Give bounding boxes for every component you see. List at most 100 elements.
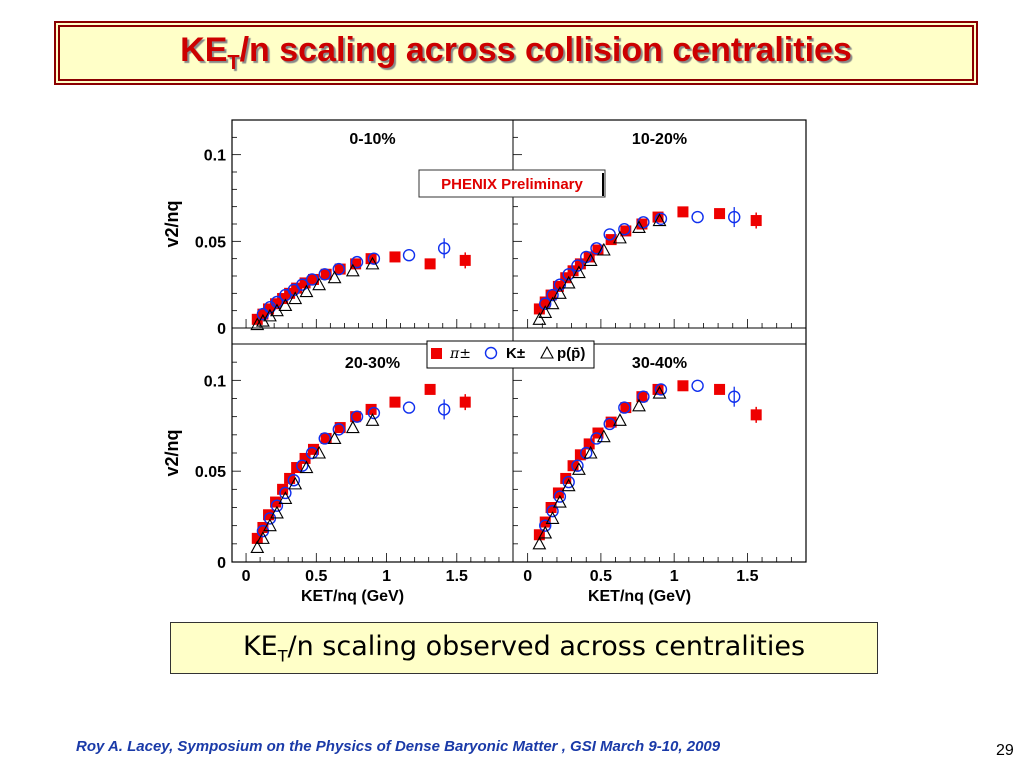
pion-point [714, 383, 726, 395]
legend-kaon-label: K± [506, 345, 525, 362]
slide-title-box: KET/n scaling across collision centralit… [58, 25, 974, 81]
x-tick-label: 0.5 [590, 568, 612, 585]
proton-point [327, 431, 342, 445]
proton-point [538, 305, 553, 318]
y-tick-label: 0.05 [195, 234, 226, 251]
pion-point [320, 432, 332, 444]
x-tick-label: 0 [523, 568, 532, 585]
proton-point [632, 220, 646, 234]
kaon-point [654, 383, 668, 396]
pion-point [714, 208, 726, 220]
kaon-point [728, 390, 741, 403]
panel-label: 0-10% [349, 131, 395, 148]
caption-subscript: T [277, 646, 288, 666]
kaon-point [256, 307, 270, 321]
proton-point [596, 242, 611, 256]
proton-point [299, 460, 314, 474]
proton-point [250, 317, 265, 331]
kaon-point [332, 262, 345, 276]
pion-point [560, 472, 572, 484]
v2-scaling-chart: 0 0.05 0.1 v2/nq 0 0.05 0.1 v2/nq 0 0.5 1 1.5 KET/nq… [162, 119, 807, 605]
x-axis-title: KET/nq (GeV) [588, 588, 691, 605]
kaon-point [287, 474, 301, 487]
proton-point [250, 540, 265, 554]
pion-point [299, 277, 311, 289]
y-axis-title: v2/nq [162, 429, 182, 476]
kaon-point [318, 268, 331, 281]
title-prefix: KE [180, 31, 228, 70]
kaon-point [305, 446, 319, 460]
legend-proton-label: p(p̄) [557, 345, 585, 362]
pion-point [750, 215, 762, 227]
pion-point [533, 303, 545, 315]
legend-box [426, 340, 595, 369]
pion-point [277, 293, 289, 305]
proton-point [278, 298, 293, 312]
pion-point [424, 383, 436, 395]
caption-rest: /n scaling observed across centralities [287, 630, 806, 662]
kaon-point [367, 406, 381, 420]
kaon-point [350, 410, 364, 423]
kaon-point [437, 242, 451, 255]
proton-point [652, 385, 667, 399]
proton-point [263, 518, 277, 532]
pion-point [567, 460, 579, 472]
page-number: 29 [996, 742, 1014, 759]
y-tick-label: 0.05 [195, 464, 226, 481]
proton-point [288, 291, 303, 305]
proton-point [345, 420, 360, 434]
kaon-point [546, 504, 559, 518]
pion-point [334, 263, 346, 275]
pion-point [334, 422, 346, 434]
kaon-point [270, 499, 284, 512]
proton-point [327, 270, 342, 284]
pion-point [560, 272, 572, 284]
proton-point [538, 525, 553, 539]
y-tick-label: 0.1 [204, 373, 226, 390]
pion-point [459, 396, 471, 408]
pion-point [263, 509, 275, 521]
pion-point [552, 280, 564, 292]
kaon-point [571, 259, 584, 272]
proton-point [583, 445, 598, 459]
pion-point [636, 218, 648, 230]
kaon-point [437, 403, 451, 416]
kaon-point [590, 432, 603, 445]
kaon-point [279, 486, 292, 500]
proton-point [365, 256, 380, 270]
pion-point [620, 402, 632, 414]
pion-point [424, 258, 436, 270]
proton-point [571, 265, 586, 279]
caption-prefix: KE [242, 630, 278, 662]
pion-point [592, 244, 604, 256]
pion-point [583, 438, 595, 450]
legend-kaon-marker [484, 346, 498, 360]
pion-point [350, 411, 362, 423]
title-rest: /n scaling across collision centralities [239, 31, 852, 70]
pion-point [270, 496, 282, 508]
proton-point [552, 286, 567, 299]
panel-label: 30-40% [632, 355, 687, 372]
kaon-point [367, 252, 381, 265]
panel-label: 10-20% [632, 131, 687, 148]
pion-point [350, 258, 362, 270]
proton-point [596, 429, 611, 443]
pion-point [545, 502, 557, 513]
kaon-point [318, 432, 331, 445]
kaon-point [402, 248, 416, 262]
pion-point [750, 409, 762, 421]
kaon-point [562, 475, 575, 489]
pion-point [552, 487, 564, 499]
pion-point [270, 298, 282, 310]
pion-point [677, 380, 689, 392]
pion-point [263, 303, 275, 315]
pion-point [620, 225, 632, 237]
pion-point [365, 403, 377, 415]
proton-point [545, 511, 560, 524]
kaon-point [618, 222, 631, 236]
pion-point [251, 532, 263, 544]
caption-box: KET/n scaling observed across centraliti… [170, 622, 878, 674]
kaon-point [296, 278, 309, 291]
pion-point [636, 391, 648, 403]
pion-point [677, 206, 689, 218]
